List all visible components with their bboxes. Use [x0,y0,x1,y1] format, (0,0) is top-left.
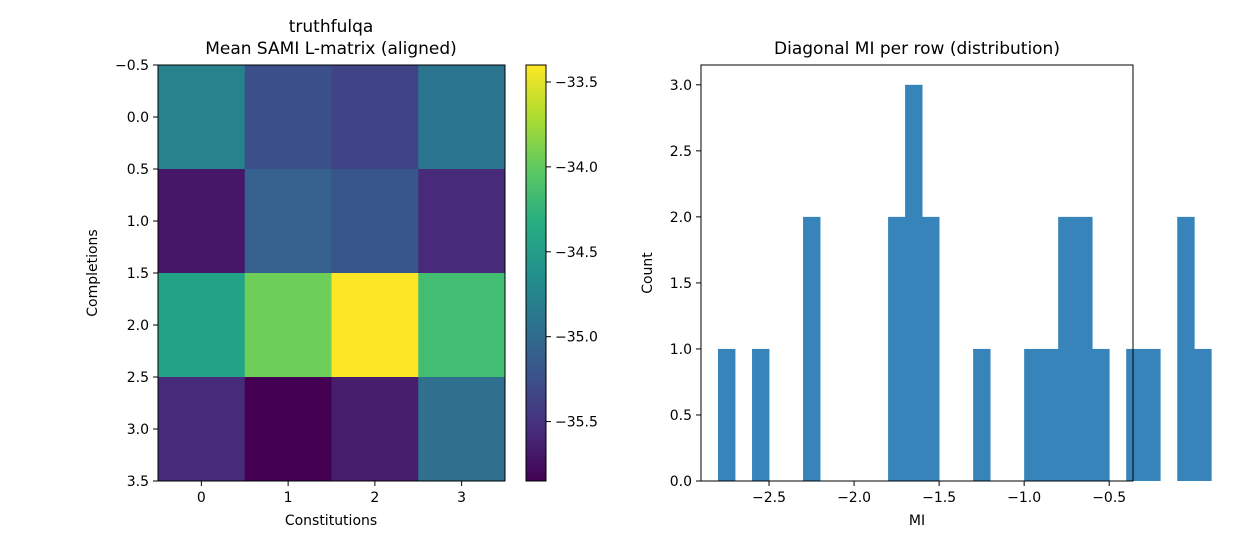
y-tick-label: 1.5 [127,266,149,282]
histogram-bar [1041,348,1059,481]
heatmap-subtitle: Mean SAMI L-matrix (aligned) [205,39,457,59]
colorbar-tick-label: −35.5 [555,415,598,431]
heatmap-cell [418,377,506,482]
heatmap-cell [331,273,419,378]
heatmap-cell [158,273,246,378]
histogram-bar [1177,216,1195,481]
histogram-bar [752,348,770,481]
heatmap-y-axis-label: Completions [85,229,101,316]
heatmap-cell [418,273,506,378]
y-tick-label: 0.5 [670,408,692,424]
heatmap-cell [331,169,419,274]
heatmap-cells [158,65,506,482]
histogram-bar [718,348,736,481]
histogram-frame [700,64,1134,482]
colorbar: −35.5 −35.0 −34.5 −34.0 −33.5 [525,64,598,482]
heatmap-cell [244,273,332,378]
x-tick-label: 2 [370,490,379,506]
x-tick-label: −0.5 [1092,490,1126,506]
y-tick-label: 2.5 [127,370,149,386]
y-tick-label: 1.0 [127,214,149,230]
x-tick-label: −1.5 [922,490,956,506]
y-tick-label: 3.0 [670,78,692,94]
histogram-bars [718,84,1212,482]
heatmap-cell [418,65,506,170]
histogram-bar [1058,216,1076,481]
histogram-bar [1092,348,1110,481]
heatmap-cell [158,65,246,170]
histogram-bar [888,216,906,481]
heatmap-cell [244,169,332,274]
colorbar-tick-label: −33.5 [555,75,598,91]
heatmap-y-ticks: −0.5 0.0 0.5 1.0 1.5 2.0 2.5 3.0 3.5 [115,58,158,490]
y-tick-label: 2.5 [670,144,692,160]
colorbar-tick-label: −34.0 [555,160,598,176]
heatmap-panel: truthfulqa Mean SAMI L-matrix (aligned) … [85,17,506,529]
histogram-title: Diagonal MI per row (distribution) [774,39,1060,59]
colorbar-ticks: −35.5 −35.0 −34.5 −34.0 −33.5 [546,75,598,431]
y-tick-label: −0.5 [115,58,149,74]
histogram-bar [1194,348,1212,481]
histogram-x-axis-label: MI [909,513,925,529]
heatmap-cell [158,377,246,482]
y-tick-label: 2.0 [670,210,692,226]
heatmap-x-ticks: 0 1 2 3 [197,481,466,506]
histogram-panel: Diagonal MI per row (distribution) −2.5−… [640,39,1212,529]
histogram-x-ticks: −2.5 −2.0 −1.5 −1.0 −0.5 [752,481,1126,506]
histogram-bar [803,216,821,481]
histogram-bar [973,348,991,481]
x-tick-label: 0 [197,490,206,506]
y-tick-label: 2.0 [127,318,149,334]
colorbar-gradient [525,64,547,482]
heatmap-cell [331,65,419,170]
heatmap-cell [244,377,332,482]
x-tick-label: −1.0 [1007,490,1041,506]
heatmap-cell [331,377,419,482]
x-tick-label: 3 [457,490,466,506]
histogram-bar [1075,216,1093,481]
y-tick-label: 0.5 [127,162,149,178]
y-tick-label: 3.5 [127,474,149,490]
histogram-bar [1143,348,1161,481]
x-tick-label: −2.5 [752,490,786,506]
heatmap-cell [418,169,506,274]
y-tick-label: 1.0 [670,342,692,358]
y-tick-label: 1.5 [670,276,692,292]
histogram-y-axis-label: Count [640,252,656,294]
heatmap-cell [244,65,332,170]
heatmap-cell [158,169,246,274]
histogram-bar [905,84,923,482]
histogram-bar [922,216,940,481]
x-tick-label: −2.0 [837,490,871,506]
heatmap-x-axis-label: Constitutions [285,513,377,529]
histogram-y-ticks: 0.0 0.5 1.0 1.5 2.0 2.5 3.0 [670,78,701,490]
y-tick-label: 0.0 [670,474,692,490]
histogram-bar [1024,348,1042,481]
histogram-bar [1126,348,1144,481]
colorbar-tick-label: −34.5 [555,245,598,261]
y-tick-label: 3.0 [127,422,149,438]
heatmap-title: truthfulqa [289,17,374,37]
x-tick-label: 1 [284,490,293,506]
colorbar-tick-label: −35.0 [555,330,598,346]
y-tick-label: 0.0 [127,110,149,126]
